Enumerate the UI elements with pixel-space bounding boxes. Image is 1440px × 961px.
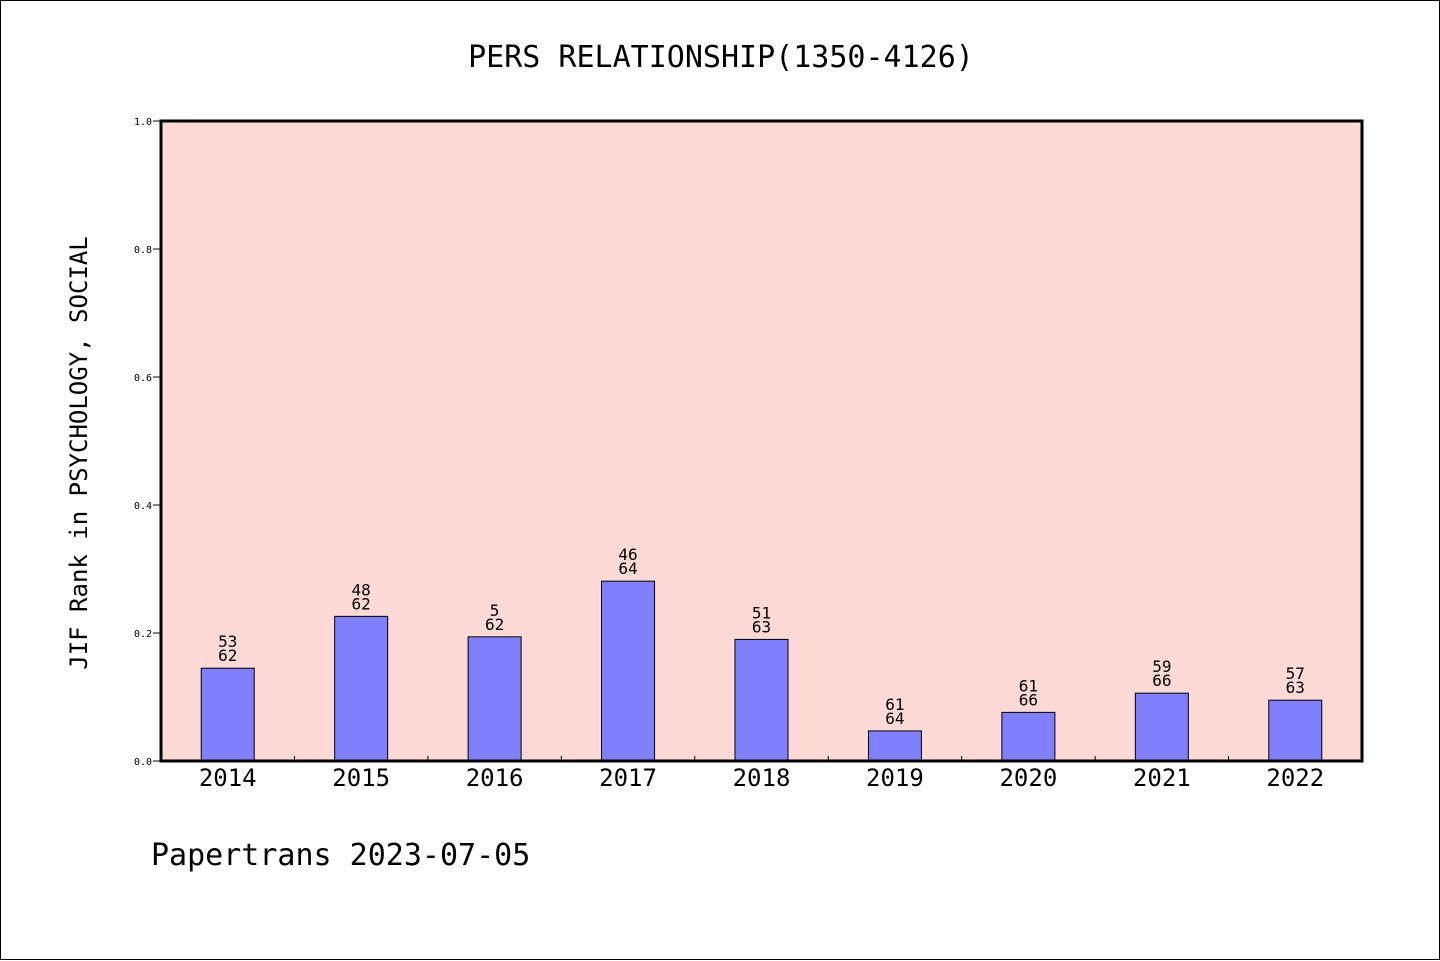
bar-label-bottom-2021: 66 (1152, 671, 1171, 690)
x-tick-label-2016: 2016 (466, 764, 524, 792)
x-tick-label-2014: 2014 (199, 764, 257, 792)
plot-border (159, 119, 1364, 763)
bar-label-bottom-2019: 64 (885, 709, 904, 728)
bar-2021 (1134, 692, 1189, 762)
x-tick-label-2021: 2021 (1133, 764, 1191, 792)
bar-label-top-2021: 59 (1152, 657, 1171, 676)
footer-credit: Papertrans 2023-07-05 (151, 838, 530, 873)
x-tick-label-2020: 2020 (999, 764, 1057, 792)
bar-label-top-2019: 61 (885, 695, 904, 714)
y-tick-label: 1.0 (134, 117, 152, 128)
y-tick-label: 0.2 (134, 629, 152, 640)
x-tick-label-2015: 2015 (332, 764, 390, 792)
bar-label-bottom-2017: 64 (618, 559, 637, 578)
axis-ticks: 2014 2015 2016 2017 2018 2019 2020 2021 2022 0.0 0… (134, 117, 1324, 792)
x-tick-label-2017: 2017 (599, 764, 657, 792)
x-tick-label-2018: 2018 (733, 764, 791, 792)
bar-label-top-2016: 5 (490, 601, 500, 620)
x-tick-label-2022: 2022 (1266, 764, 1324, 792)
bar-2014 (200, 667, 255, 762)
bar-label-bottom-2015: 62 (352, 594, 371, 613)
bar-2017 (601, 580, 656, 762)
y-tick-label: 0.4 (134, 501, 152, 512)
y-tick-label: 0.6 (134, 373, 152, 384)
bar-2020 (1001, 711, 1056, 762)
y-axis-label: JIF Rank in PSYCHOLOGY, SOCIAL (65, 236, 93, 669)
bar-2019 (867, 730, 922, 762)
bar-label-top-2018: 51 (752, 603, 771, 622)
bar-label-bottom-2022: 63 (1286, 678, 1305, 697)
bar-2022 (1268, 699, 1323, 762)
bar-2016 (467, 636, 522, 762)
bar-label-top-2014: 53 (218, 632, 237, 651)
y-tick-label: 0.8 (134, 245, 152, 256)
bar-label-top-2020: 61 (1019, 676, 1038, 695)
y-tick-label: 0.0 (134, 757, 152, 768)
bar-label-top-2015: 48 (352, 580, 371, 599)
bar-2018 (734, 638, 789, 762)
chart-title: PERS RELATIONSHIP(1350-4126) (468, 40, 974, 75)
bar-label-top-2017: 46 (618, 545, 637, 564)
bar-label-bottom-2016: 62 (485, 615, 504, 634)
bar-2015 (334, 615, 389, 762)
bar-label-bottom-2018: 63 (752, 617, 771, 636)
x-tick-label-2019: 2019 (866, 764, 924, 792)
bar-label-top-2022: 57 (1286, 664, 1305, 683)
bar-label-bottom-2014: 62 (218, 646, 237, 665)
bar-label-bottom-2020: 66 (1019, 690, 1038, 709)
